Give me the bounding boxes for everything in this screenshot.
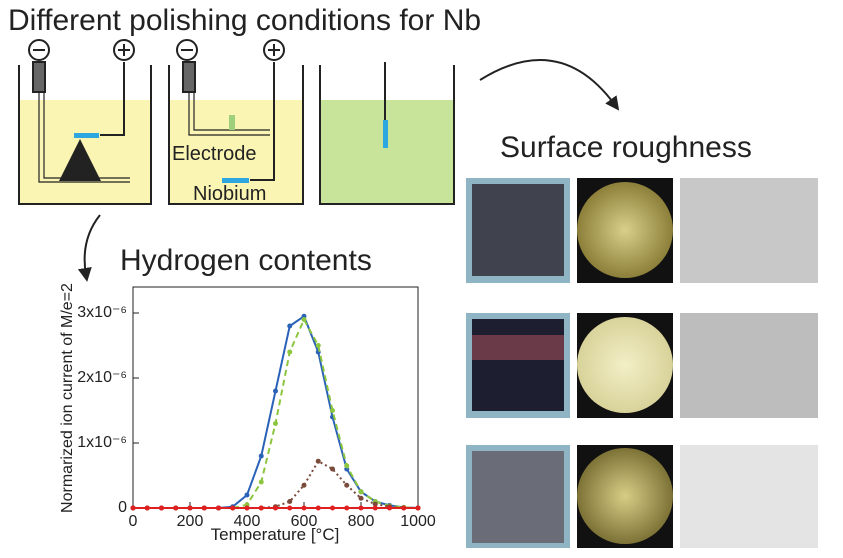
title: Different polishing conditions for Nb bbox=[8, 4, 481, 37]
series-line bbox=[133, 317, 419, 509]
point bbox=[258, 479, 264, 485]
point bbox=[344, 482, 350, 488]
point bbox=[330, 505, 335, 511]
point bbox=[372, 505, 378, 511]
point bbox=[287, 349, 293, 355]
surface-label: Surface roughness bbox=[500, 131, 752, 164]
x-tick-label: 800 bbox=[348, 513, 375, 530]
point bbox=[273, 505, 278, 511]
point bbox=[273, 421, 278, 426]
point bbox=[415, 505, 421, 511]
point bbox=[287, 505, 293, 511]
x-axis-label: Temperature [°C] bbox=[211, 525, 340, 544]
point bbox=[273, 388, 278, 394]
point bbox=[315, 343, 321, 348]
point bbox=[244, 505, 250, 511]
point bbox=[344, 505, 350, 511]
y-tick-label: 2x10⁻⁶ bbox=[77, 369, 127, 386]
chart-title: Hydrogen contents bbox=[120, 244, 372, 277]
point bbox=[387, 505, 392, 511]
y-tick-label: 3x10⁻⁶ bbox=[77, 304, 127, 321]
point bbox=[358, 505, 364, 511]
point bbox=[358, 489, 364, 495]
point bbox=[301, 505, 307, 511]
x-tick-label: 0 bbox=[129, 513, 138, 530]
point bbox=[201, 505, 207, 511]
point bbox=[130, 505, 136, 511]
series-line bbox=[133, 314, 419, 509]
plot-frame bbox=[132, 286, 419, 509]
point bbox=[287, 323, 293, 329]
point bbox=[187, 505, 193, 511]
y-tick-label: 1x10⁻⁶ bbox=[77, 434, 127, 451]
point bbox=[344, 463, 350, 469]
point bbox=[301, 482, 307, 488]
point bbox=[330, 466, 335, 472]
x-tick-label: 200 bbox=[177, 513, 204, 530]
electrode-label: Electrode bbox=[172, 143, 257, 165]
point bbox=[315, 505, 321, 511]
point bbox=[159, 505, 164, 511]
x-tick-label: 1000 bbox=[400, 513, 436, 530]
point bbox=[372, 501, 378, 507]
y-axis-label: Normarized ion current of M/e=2 bbox=[59, 283, 76, 513]
chart: Hydrogen contents Temperature [°C] Norma… bbox=[59, 244, 419, 544]
point bbox=[230, 505, 236, 511]
point bbox=[173, 505, 179, 511]
point bbox=[330, 408, 335, 413]
niobium-label: Niobium bbox=[193, 183, 266, 205]
point bbox=[144, 505, 150, 511]
point bbox=[258, 453, 264, 459]
point bbox=[315, 458, 321, 464]
point bbox=[287, 499, 293, 504]
point bbox=[244, 492, 250, 498]
y-tick-label: 0 bbox=[118, 499, 127, 516]
point bbox=[301, 317, 307, 322]
point bbox=[216, 505, 221, 511]
point bbox=[401, 505, 407, 511]
setup bbox=[18, 39, 620, 282]
x-tick-label: 600 bbox=[291, 513, 318, 530]
point bbox=[258, 505, 264, 511]
point bbox=[358, 495, 364, 501]
photos bbox=[466, 178, 818, 548]
x-tick-label: 400 bbox=[234, 513, 261, 530]
